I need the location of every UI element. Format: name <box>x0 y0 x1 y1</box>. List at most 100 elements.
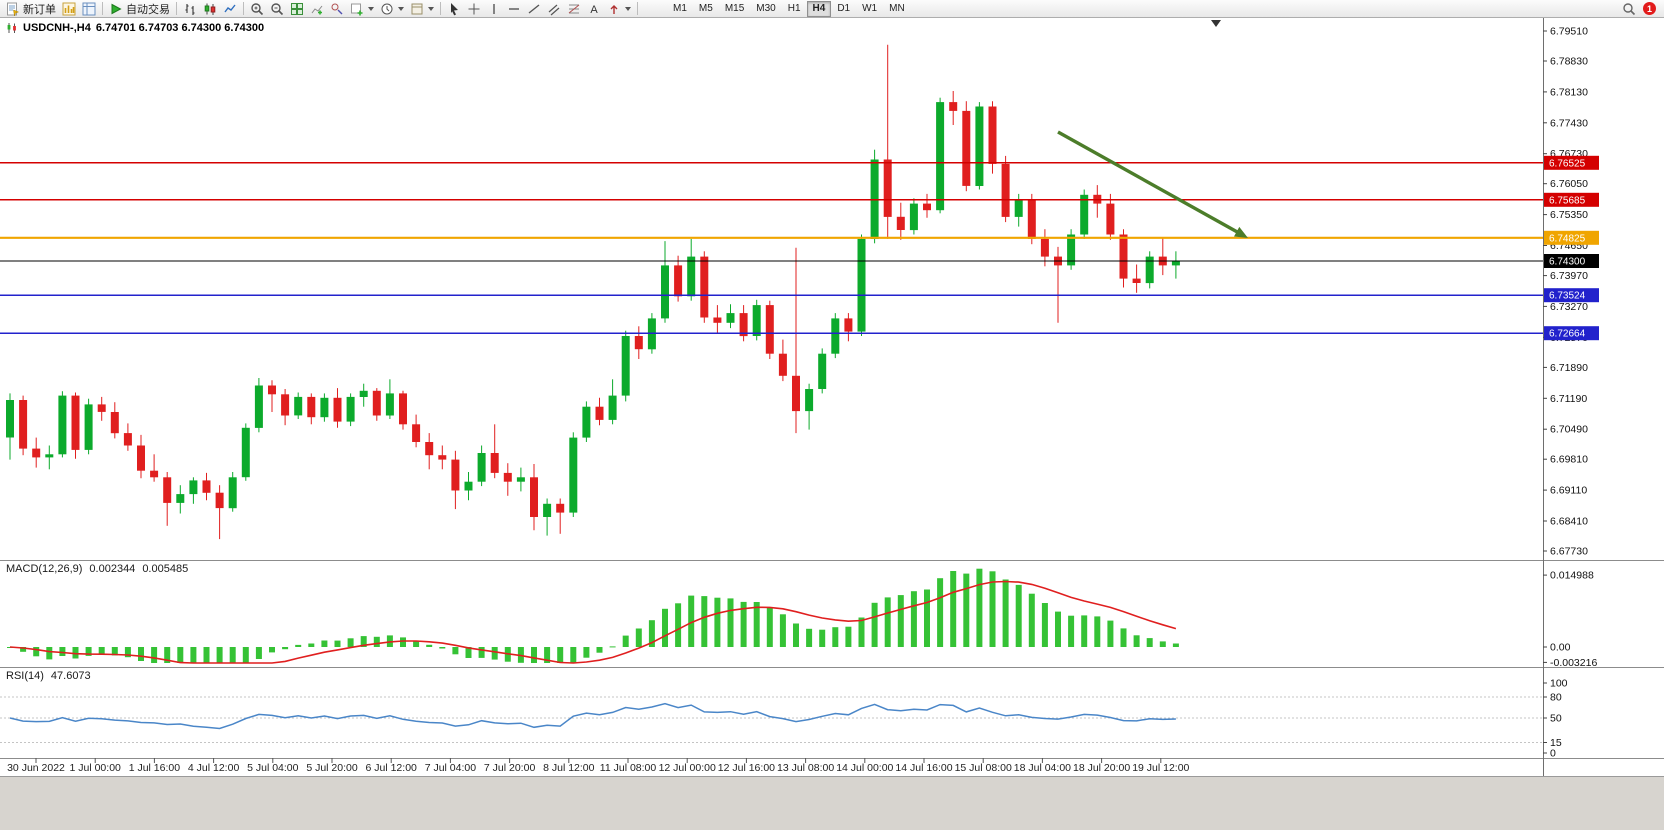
chart-background[interactable] <box>0 18 1664 776</box>
macd-histogram-bar <box>465 647 472 658</box>
time-tick-label: 7 Jul 20:00 <box>484 762 536 774</box>
resistance-line-2-badge <box>1544 192 1599 207</box>
macd-histogram-bar <box>740 601 747 647</box>
line-chart-icon <box>223 2 237 16</box>
rsi-tick-label: 50 <box>1550 713 1562 725</box>
add-indicator-button[interactable] <box>347 0 377 17</box>
timeframe-button-d1[interactable]: D1 <box>837 3 851 14</box>
timeframe-button-h1[interactable]: H1 <box>787 3 801 14</box>
text-tool-icon: A <box>587 2 601 16</box>
candle-bullish <box>582 406 591 438</box>
objects-button[interactable] <box>327 0 347 17</box>
resistance-line-1-badge-label: 6.76525 <box>1549 158 1586 169</box>
macd-histogram-bar <box>753 602 760 647</box>
candle-bearish <box>372 390 381 416</box>
time-tick-label: 8 Jul 12:00 <box>543 762 595 774</box>
candle-bullish <box>189 480 198 495</box>
time-tick-label: 18 Jul 20:00 <box>1073 762 1130 774</box>
fibonacci-button[interactable] <box>564 0 584 17</box>
auto-trading-button[interactable]: 自动交易 <box>106 0 173 17</box>
macd-histogram-bar <box>321 640 328 647</box>
chart-symbol-title: USDCNH-,H4 <box>23 22 91 34</box>
time-tick-label: 15 Jul 08:00 <box>955 762 1012 774</box>
macd-histogram-bar <box>295 644 302 647</box>
candle-bullish <box>346 396 355 422</box>
candle-bullish <box>857 238 866 332</box>
crosshair-button[interactable] <box>464 0 484 17</box>
cursor-button[interactable] <box>444 0 464 17</box>
timeframe-button-mn[interactable]: MN <box>889 3 905 14</box>
arrows-tool-button[interactable] <box>604 0 634 17</box>
channel-button[interactable] <box>544 0 564 17</box>
candle-bearish <box>503 472 512 482</box>
price-tick-label: 6.77430 <box>1550 117 1588 129</box>
macd-histogram-bar <box>426 644 433 647</box>
macd-histogram-bar <box>884 597 891 647</box>
resistance-line-2-badge-label: 6.75685 <box>1549 195 1586 206</box>
text-tool-button[interactable]: A <box>584 0 604 17</box>
macd-histogram-bar <box>727 598 734 647</box>
macd-histogram-bar <box>1015 584 1022 647</box>
rsi-line <box>9 702 1176 730</box>
candle-bearish <box>490 453 499 473</box>
timeframe-button-m5[interactable]: M5 <box>698 3 713 14</box>
candlestick-chart-icon <box>203 2 217 16</box>
trend-arrow-head <box>1234 226 1248 238</box>
zoom-in-button[interactable] <box>247 0 267 17</box>
add-indicator-icon <box>350 2 364 16</box>
objects-icon <box>330 2 344 16</box>
candle-bearish <box>1106 203 1115 235</box>
candle-bullish <box>1145 256 1154 284</box>
templates-button[interactable] <box>407 0 437 17</box>
candle-bearish <box>71 395 80 450</box>
macd-histogram-bar <box>622 635 629 647</box>
macd-histogram-bar <box>1068 615 1075 647</box>
macd-histogram-bar <box>963 573 970 647</box>
new-order-button[interactable]: 新订单 <box>3 0 59 17</box>
macd-histogram-bar <box>832 627 839 647</box>
macd-histogram-bar <box>1094 616 1101 647</box>
tile-windows-button[interactable] <box>287 0 307 17</box>
macd-histogram-bar <box>1055 611 1061 647</box>
chart-shift-marker-icon[interactable] <box>1211 20 1221 27</box>
vertical-line-button[interactable] <box>484 0 504 17</box>
candle-bullish <box>805 389 814 412</box>
trend-arrow-line[interactable] <box>1057 130 1241 235</box>
indicators-button[interactable] <box>307 0 327 17</box>
timeframe-button-m30[interactable]: M30 <box>756 3 776 14</box>
macd-histogram-bar <box>648 620 655 647</box>
search-icon[interactable] <box>1622 2 1636 16</box>
macd-histogram-bar <box>85 647 92 656</box>
macd-histogram-bar <box>413 640 420 647</box>
macd-signal-line <box>9 580 1177 664</box>
horizontal-line-button[interactable] <box>504 0 524 17</box>
macd-histogram-bar <box>242 647 249 663</box>
line-chart-button[interactable] <box>220 0 240 17</box>
chart-windows-button[interactable] <box>59 0 79 17</box>
zoom-out-button[interactable] <box>267 0 287 17</box>
macd-histogram-bar <box>766 607 773 647</box>
trendline-button[interactable] <box>524 0 544 17</box>
candle-bullish <box>516 477 525 482</box>
periods-button[interactable] <box>377 0 407 17</box>
rsi-tick-label: 100 <box>1550 678 1568 690</box>
bar-chart-button[interactable] <box>180 0 200 17</box>
timeframe-button-m15[interactable]: M15 <box>724 3 745 14</box>
candle-bearish <box>123 433 132 446</box>
candle-bullish <box>6 400 14 438</box>
bottom-scrollbar-area[interactable] <box>0 776 1664 830</box>
current-price-line-badge-label: 6.74300 <box>1549 257 1586 268</box>
candle-bearish <box>1119 234 1128 279</box>
macd-histogram-bar <box>229 647 236 663</box>
rsi-tick-label: 15 <box>1550 737 1562 749</box>
candlestick-chart-button[interactable] <box>200 0 220 17</box>
macd-histogram-bar <box>46 647 53 660</box>
time-tick-label: 1 Jul 00:00 <box>70 762 122 774</box>
timeframe-button-h4[interactable]: H4 <box>806 0 832 17</box>
market-watch-button[interactable] <box>79 0 99 17</box>
notification-badge[interactable]: 1 <box>1643 2 1656 15</box>
timeframe-button-m1[interactable]: M1 <box>673 3 687 14</box>
macd-histogram-bar <box>439 647 446 649</box>
timeframe-button-w1[interactable]: W1 <box>862 3 878 14</box>
